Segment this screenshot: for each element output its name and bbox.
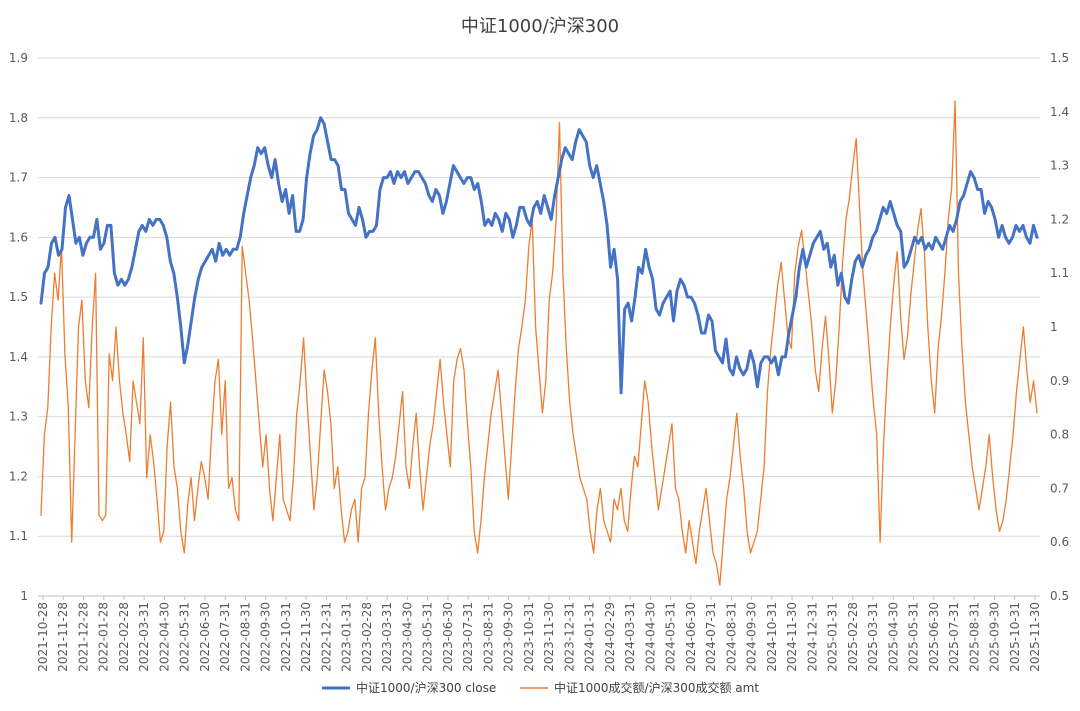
x-tick-label: 2021-10-28 [36, 602, 50, 672]
series-layer [39, 100, 1039, 586]
x-tick-label: 2023-11-30 [542, 602, 556, 672]
x-tick-label: 2022-12-31 [319, 602, 333, 672]
x-tick-label: 2023-10-31 [522, 602, 536, 672]
x-tick-label: 2022-08-31 [238, 602, 252, 672]
right-y-tick-label: 0.6 [1050, 535, 1069, 549]
legend-label-amt: 中证1000成交额/沪深300成交额 amt [554, 680, 759, 695]
x-tick-label: 2025-04-30 [886, 602, 900, 672]
x-tick-label: 2025-07-31 [947, 602, 961, 672]
right-y-tick-label: 1.3 [1050, 159, 1069, 173]
right-y-tick-label: 0.8 [1050, 428, 1069, 442]
series-line-0 [39, 116, 1039, 395]
x-tick-label: 2021-11-28 [56, 602, 70, 672]
x-tick-label: 2022-11-30 [299, 602, 313, 672]
x-tick-label: 2024-10-31 [765, 602, 779, 672]
x-tick-label: 2024-11-30 [785, 602, 799, 672]
x-tick-label: 2025-08-31 [967, 602, 981, 672]
right-y-tick-label: 0.7 [1050, 481, 1069, 495]
left-y-axis: 1 1.1 1.2 1.3 1.4 1.5 1.6 1.7 1.8 1.9 [9, 51, 28, 603]
x-tick-label: 2022-04-30 [157, 602, 171, 672]
x-tick-label: 2022-02-28 [117, 602, 131, 672]
chart-title: 中证1000/沪深300 [461, 16, 619, 37]
right-y-tick-label: 0.5 [1050, 589, 1069, 603]
x-axis: 2021-10-28 2021-11-28 2021-12-28 2022-01-28… [36, 595, 1042, 672]
left-y-tick-label: 1.8 [9, 111, 28, 125]
right-y-tick-label: 1.4 [1050, 105, 1069, 119]
left-y-tick-label: 1.2 [9, 469, 28, 483]
x-tick-label: 2022-09-30 [259, 602, 273, 672]
x-tick-label: 2025-02-28 [846, 602, 860, 672]
x-tick-label: 2022-01-28 [97, 602, 111, 672]
x-tick-label: 2025-06-30 [927, 602, 941, 672]
x-tick-label: 2024-12-31 [805, 602, 819, 672]
left-y-tick-label: 1.6 [9, 230, 28, 244]
x-tick-label: 2023-07-31 [461, 602, 475, 672]
x-tick-label: 2024-04-30 [643, 602, 657, 672]
x-tick-label: 2022-05-31 [178, 602, 192, 672]
left-y-tick-label: 1.5 [9, 290, 28, 304]
right-y-tick-label: 1.2 [1050, 212, 1069, 226]
x-tick-label: 2023-03-31 [380, 602, 394, 672]
x-tick-label: 2025-03-31 [866, 602, 880, 672]
x-tick-label: 2024-01-31 [583, 602, 597, 672]
left-y-tick-label: 1.9 [9, 51, 28, 65]
left-y-tick-label: 1.4 [9, 350, 28, 364]
left-y-tick-label: 1.7 [9, 171, 28, 185]
legend: 中证1000/沪深300 close 中证1000成交额/沪深300成交额 am… [322, 680, 759, 695]
x-tick-label: 2023-05-31 [421, 602, 435, 672]
x-tick-label: 2023-12-31 [562, 602, 576, 672]
x-tick-label: 2023-02-28 [360, 602, 374, 672]
x-tick-label: 2025-01-31 [826, 602, 840, 672]
x-tick-label: 2023-08-31 [481, 602, 495, 672]
right-y-tick-label: 1 [1050, 320, 1058, 334]
x-tick-label: 2022-10-31 [279, 602, 293, 672]
right-y-tick-label: 0.9 [1050, 374, 1069, 388]
x-tick-label: 2025-11-30 [1028, 602, 1042, 672]
right-y-tick-label: 1.5 [1050, 51, 1069, 65]
x-tick-label: 2025-10-31 [1008, 602, 1022, 672]
left-y-tick-label: 1.3 [9, 410, 28, 424]
x-tick-label: 2025-09-30 [988, 602, 1002, 672]
x-tick-label: 2024-02-29 [603, 602, 617, 672]
x-tick-label: 2025-05-31 [907, 602, 921, 672]
x-tick-label: 2024-08-31 [724, 602, 738, 672]
legend-label-close: 中证1000/沪深300 close [356, 680, 496, 695]
x-tick-label: 2023-09-30 [502, 602, 516, 672]
x-tick-label: 2024-03-31 [623, 602, 637, 672]
x-tick-label: 2024-09-30 [745, 602, 759, 672]
right-y-axis: 0.5 0.6 0.7 0.8 0.9 1 1.1 1.2 1.3 1.4 1.5 [1050, 51, 1069, 603]
x-tick-label: 2021-12-28 [76, 602, 90, 672]
x-tick-label: 2022-03-31 [137, 602, 151, 672]
x-tick-label: 2023-06-30 [441, 602, 455, 672]
x-tick-label: 2024-07-31 [704, 602, 718, 672]
left-y-tick-label: 1.1 [9, 529, 28, 543]
x-tick-label: 2024-06-30 [684, 602, 698, 672]
x-tick-label: 2023-01-31 [340, 602, 354, 672]
x-tick-label: 2022-06-30 [198, 602, 212, 672]
x-tick-label: 2024-05-31 [664, 602, 678, 672]
right-y-tick-label: 1.1 [1050, 266, 1069, 280]
series-line-1 [40, 100, 1038, 586]
x-tick-label: 2022-07-31 [218, 602, 232, 672]
left-y-tick-label: 1 [20, 589, 28, 603]
x-tick-label: 2023-04-30 [400, 602, 414, 672]
